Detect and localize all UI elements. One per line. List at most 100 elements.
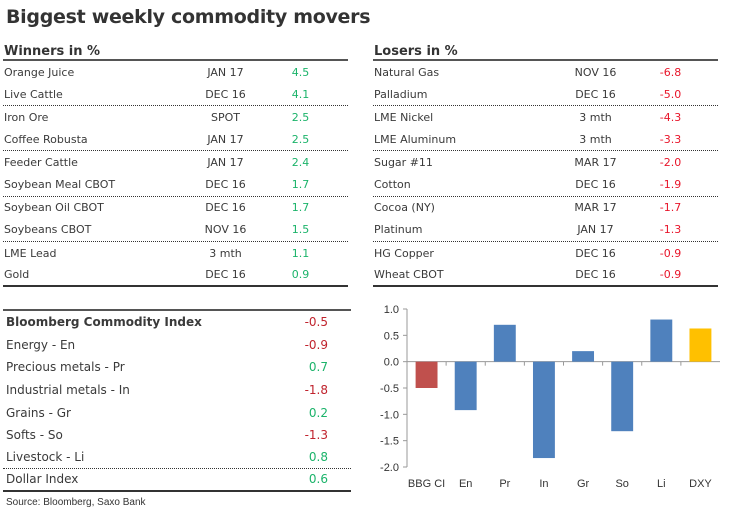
commodity-name: Feeder Cattle: [4, 156, 78, 170]
y-tick-label: 0.0: [384, 357, 399, 369]
contract-month: 3 mth: [209, 246, 242, 260]
contract-month: DEC 16: [205, 268, 246, 282]
commodity-name: Cocoa (NY): [374, 201, 435, 215]
contract-month: DEC 16: [575, 246, 616, 260]
table-row: Cocoa (NY) MAR 17 -1.7: [373, 197, 718, 220]
bar-en: [454, 361, 477, 411]
bar-gr: [572, 351, 595, 362]
y-tick-label: -1.5: [380, 436, 399, 448]
table-row: LME Aluminum 3 mth -3.3: [373, 129, 718, 152]
contract-month: 3 mth: [579, 133, 612, 147]
page-title: Biggest weekly commodity movers: [6, 6, 371, 28]
commodity-name: Soybean Oil CBOT: [4, 201, 104, 215]
index-name: Softs - So: [6, 428, 63, 443]
bar-so: [611, 361, 634, 432]
winners-heading: Winners in %: [3, 44, 348, 61]
index-value: 0.2: [308, 405, 328, 420]
y-tick-label: -0.5: [380, 383, 399, 395]
change-value: -3.3: [659, 133, 682, 147]
index-name: Bloomberg Commodity Index: [6, 315, 202, 330]
table-row: Natural Gas NOV 16 -6.8: [373, 61, 718, 84]
x-tick-label: Pr: [499, 478, 510, 490]
table-row: Live Cattle DEC 16 4.1: [3, 84, 348, 107]
commodity-name: Natural Gas: [374, 65, 440, 79]
index-name: Industrial metals - In: [6, 383, 130, 398]
index-value: -1.3: [304, 428, 328, 443]
table-row: LME Nickel 3 mth -4.3: [373, 106, 718, 129]
table-row: Feeder Cattle JAN 17 2.4: [3, 151, 348, 174]
table-row: Palladium DEC 16 -5.0: [373, 84, 718, 107]
table-row: HG Copper DEC 16 -0.9: [373, 242, 718, 265]
index-value: 0.6: [308, 472, 328, 487]
index-row: Grains - Gr 0.2: [3, 401, 351, 424]
change-value: 4.1: [291, 87, 310, 101]
index-value: -0.5: [304, 315, 328, 330]
contract-month: 3 mth: [579, 110, 612, 124]
contract-month: JAN 17: [577, 223, 614, 237]
contract-month: SPOT: [211, 110, 240, 124]
commodity-name: Soybean Meal CBOT: [4, 178, 116, 192]
change-value: 1.5: [291, 223, 310, 237]
contract-month: DEC 16: [205, 178, 246, 192]
losers-heading: Losers in %: [373, 44, 718, 61]
change-value: 1.1: [291, 246, 310, 260]
table-row: Platinum JAN 17 -1.3: [373, 219, 718, 242]
table-row: Soybeans CBOT NOV 16 1.5: [3, 219, 348, 242]
x-tick-label: BBG CI: [408, 478, 445, 490]
commodity-name: Coffee Robusta: [4, 133, 88, 147]
commodity-name: Platinum: [374, 223, 423, 237]
table-row: Coffee Robusta JAN 17 2.5: [3, 129, 348, 152]
contract-month: MAR 17: [574, 201, 617, 215]
change-value: -6.8: [659, 65, 682, 79]
change-value: -0.9: [659, 246, 682, 260]
x-tick-label: In: [539, 478, 548, 490]
index-row: Precious metals - Pr 0.7: [3, 356, 351, 379]
change-value: -2.0: [659, 156, 682, 170]
index-value: 0.7: [308, 360, 328, 375]
winners-table: Winners in % Orange Juice JAN 17 4.5 Live C…: [3, 44, 348, 287]
y-tick-label: 1.0: [384, 304, 399, 316]
x-tick-label: Gr: [577, 478, 590, 490]
change-value: -0.9: [659, 268, 682, 282]
contract-month: MAR 17: [574, 156, 617, 170]
table-row: Gold DEC 16 0.9: [3, 264, 348, 287]
index-row: Livestock - Li 0.8: [3, 447, 351, 470]
contract-month: NOV 16: [204, 223, 247, 237]
index-name: Livestock - Li: [6, 450, 85, 465]
index-name: Precious metals - Pr: [6, 360, 125, 375]
contract-month: DEC 16: [575, 87, 616, 101]
table-row: Sugar #11 MAR 17 -2.0: [373, 151, 718, 174]
bar-dxy: [689, 328, 712, 362]
table-row: Iron Ore SPOT 2.5: [3, 106, 348, 129]
commodity-name: Wheat CBOT: [374, 268, 444, 282]
index-value: -0.9: [304, 337, 328, 352]
commodity-name: HG Copper: [374, 246, 434, 260]
change-value: -1.9: [659, 178, 682, 192]
change-value: -5.0: [659, 87, 682, 101]
index-row: Energy - En -0.9: [3, 334, 351, 357]
index-value: -1.8: [304, 383, 328, 398]
contract-month: DEC 16: [575, 268, 616, 282]
commodity-name: Cotton: [374, 178, 411, 192]
y-tick-label: -2.0: [380, 462, 399, 474]
index-name: Energy - En: [6, 337, 76, 352]
index-name: Grains - Gr: [6, 405, 71, 420]
x-tick-label: So: [615, 478, 628, 490]
commodity-name: Gold: [4, 268, 30, 282]
change-value: 2.5: [291, 133, 310, 147]
bar-in: [532, 361, 555, 459]
index-table: Bloomberg Commodity Index -0.5 Energy - En…: [3, 309, 351, 492]
commodity-name: Live Cattle: [4, 87, 63, 101]
change-value: -4.3: [659, 110, 682, 124]
contract-month: JAN 17: [207, 133, 244, 147]
table-row: LME Lead 3 mth 1.1: [3, 242, 348, 265]
contract-month: DEC 16: [205, 87, 246, 101]
table-row: Cotton DEC 16 -1.9: [373, 174, 718, 197]
table-row: Wheat CBOT DEC 16 -0.9: [373, 264, 718, 287]
contract-month: JAN 17: [207, 156, 244, 170]
change-value: -1.3: [659, 223, 682, 237]
y-tick-label: 0.5: [384, 330, 399, 342]
bar-pr: [493, 324, 516, 362]
change-value: 1.7: [291, 178, 310, 192]
index-row: Industrial metals - In -1.8: [3, 379, 351, 402]
